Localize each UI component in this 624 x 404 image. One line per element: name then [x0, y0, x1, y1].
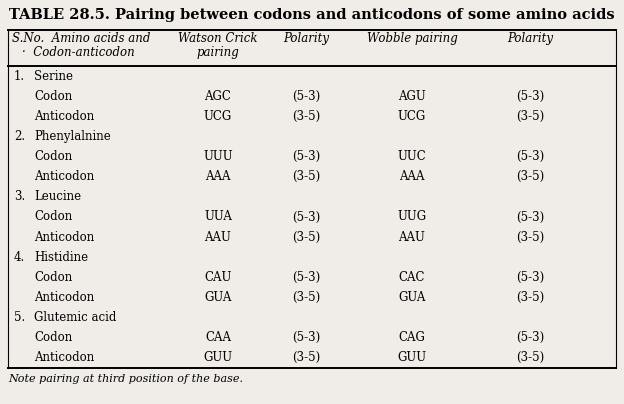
Text: (5-3): (5-3): [292, 90, 320, 103]
Text: 5.: 5.: [14, 311, 25, 324]
Text: Glutemic acid: Glutemic acid: [34, 311, 116, 324]
Text: CAC: CAC: [399, 271, 425, 284]
Text: AGC: AGC: [205, 90, 232, 103]
Text: (5-3): (5-3): [516, 210, 544, 223]
Text: Leucine: Leucine: [34, 190, 81, 203]
Text: (3-5): (3-5): [292, 231, 320, 244]
Text: 1.: 1.: [14, 69, 25, 82]
Text: (3-5): (3-5): [516, 231, 544, 244]
Text: (3-5): (3-5): [292, 170, 320, 183]
Text: 2.: 2.: [14, 130, 25, 143]
Text: (5-3): (5-3): [516, 271, 544, 284]
Text: AAU: AAU: [399, 231, 426, 244]
Text: AAA: AAA: [399, 170, 425, 183]
Text: 4.: 4.: [14, 251, 25, 264]
Text: (3-5): (3-5): [516, 291, 544, 304]
Text: CAU: CAU: [204, 271, 232, 284]
Text: Codon: Codon: [34, 271, 72, 284]
Text: GUA: GUA: [204, 291, 232, 304]
Text: UUU: UUU: [203, 150, 233, 163]
Text: AGU: AGU: [398, 90, 426, 103]
Text: GUU: GUU: [397, 351, 427, 364]
Text: AAU: AAU: [205, 231, 232, 244]
Text: Polarity: Polarity: [507, 32, 553, 45]
Text: (5-3): (5-3): [516, 150, 544, 163]
Text: Anticodon: Anticodon: [34, 231, 94, 244]
Text: Watson Crick: Watson Crick: [178, 32, 258, 45]
Text: Phenylalnine: Phenylalnine: [34, 130, 110, 143]
Text: (5-3): (5-3): [516, 90, 544, 103]
Text: Codon: Codon: [34, 331, 72, 344]
Text: S.No.  Amino acids and: S.No. Amino acids and: [12, 32, 150, 45]
Text: (5-3): (5-3): [292, 210, 320, 223]
Text: (3-5): (3-5): [292, 110, 320, 123]
Text: (3-5): (3-5): [516, 351, 544, 364]
Text: Note pairing at third position of the base.: Note pairing at third position of the ba…: [8, 374, 243, 384]
Text: GUU: GUU: [203, 351, 233, 364]
Text: GUA: GUA: [398, 291, 426, 304]
Text: pairing: pairing: [197, 46, 240, 59]
Text: TABLE 28.5. Pairing between codons and anticodons of some amino acids: TABLE 28.5. Pairing between codons and a…: [9, 8, 615, 22]
Text: Codon: Codon: [34, 90, 72, 103]
Text: AAA: AAA: [205, 170, 231, 183]
Text: (3-5): (3-5): [516, 170, 544, 183]
Text: (3-5): (3-5): [516, 110, 544, 123]
Text: UUA: UUA: [204, 210, 232, 223]
Text: (3-5): (3-5): [292, 291, 320, 304]
Text: (5-3): (5-3): [292, 271, 320, 284]
Text: UCG: UCG: [398, 110, 426, 123]
Text: ·  Codon-anticodon: · Codon-anticodon: [22, 46, 135, 59]
Text: Codon: Codon: [34, 150, 72, 163]
Text: Wobble pairing: Wobble pairing: [367, 32, 457, 45]
Text: Serine: Serine: [34, 69, 73, 82]
Text: CAG: CAG: [399, 331, 426, 344]
Text: (5-3): (5-3): [516, 331, 544, 344]
Text: Anticodon: Anticodon: [34, 170, 94, 183]
Text: Anticodon: Anticodon: [34, 110, 94, 123]
Text: CAA: CAA: [205, 331, 231, 344]
Text: UUG: UUG: [397, 210, 427, 223]
Text: (5-3): (5-3): [292, 331, 320, 344]
Text: Polarity: Polarity: [283, 32, 329, 45]
Text: Anticodon: Anticodon: [34, 291, 94, 304]
Text: UUC: UUC: [397, 150, 426, 163]
Text: 3.: 3.: [14, 190, 25, 203]
Text: Histidine: Histidine: [34, 251, 88, 264]
Text: Anticodon: Anticodon: [34, 351, 94, 364]
Text: (5-3): (5-3): [292, 150, 320, 163]
Text: (3-5): (3-5): [292, 351, 320, 364]
Text: UCG: UCG: [204, 110, 232, 123]
Text: Codon: Codon: [34, 210, 72, 223]
